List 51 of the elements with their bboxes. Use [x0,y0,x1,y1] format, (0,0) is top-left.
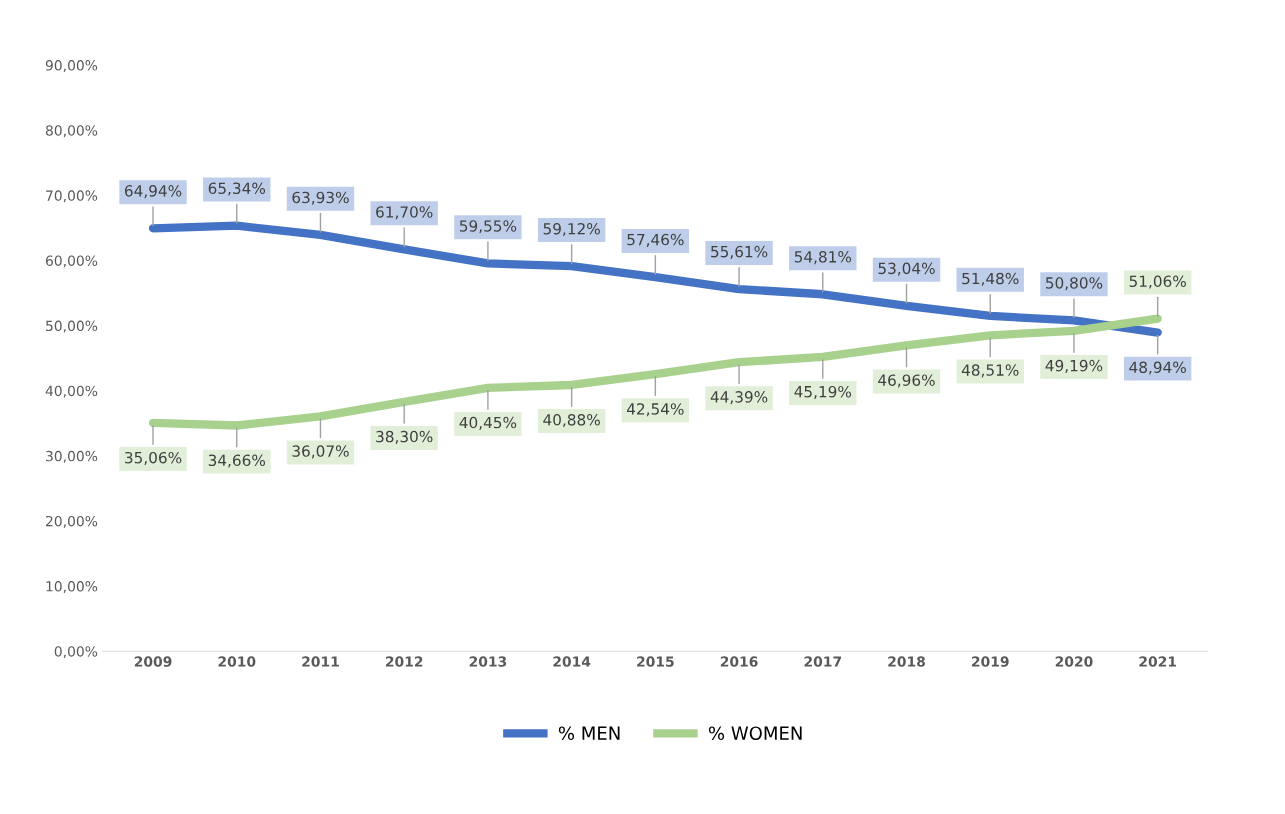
y-tick-label: 50,00% [46,320,98,333]
x-tick-label: 2013 [469,656,507,667]
data-label: 59,12% [543,222,600,237]
data-label: 40,45% [459,416,517,430]
x-tick-label: 2010 [218,656,256,667]
data-label: 64,94% [124,185,182,199]
y-tick-label: 20,00% [46,515,98,528]
y-tick-label: 90,00% [45,60,98,73]
data-label: 44,39% [710,391,768,405]
y-tick-label: 70,00% [46,190,98,203]
data-label: 61,70% [376,206,433,220]
y-tick-label: 60,00% [45,255,98,268]
x-tick-label: 2016 [720,656,758,667]
data-label: 51,48% [962,272,1019,286]
legend-label: % MEN [558,726,620,741]
data-label: 48,94% [1129,361,1186,375]
data-label: 50,80% [1046,277,1103,291]
data-label: 57,46% [627,233,684,247]
y-tick-label: 0,00% [54,646,98,659]
x-tick-label: 2017 [804,656,842,667]
data-label: 53,04% [878,262,935,276]
y-tick-label: 30,00% [46,450,98,463]
data-label: 54,81% [794,251,852,265]
data-label: 42,54% [626,403,684,417]
data-label: 45,19% [794,385,852,400]
x-tick-label: 2019 [972,656,1009,667]
data-label: 34,66% [208,454,266,468]
x-tick-label: 2018 [888,656,925,667]
data-label: 40,88% [543,413,600,428]
x-tick-label: 2020 [1055,656,1093,667]
data-label: 59,55% [459,220,517,234]
data-label: 48,51% [961,364,1019,378]
data-label: 46,96% [878,374,935,388]
legend-label: % WOMEN [708,726,802,741]
data-label: 51,06% [1129,275,1186,289]
x-tick-label: 2009 [134,656,172,667]
x-tick-label: 2011 [302,656,339,667]
data-label: 36,07% [292,445,349,459]
x-tick-label: 2015 [637,656,674,667]
data-label: 65,34% [208,182,266,196]
data-label: 35,06% [125,451,182,465]
data-label: 55,61% [711,245,768,259]
data-label: 63,93% [292,191,349,205]
y-tick-label: 80,00% [45,125,98,138]
y-tick-label: 10,00% [46,581,98,593]
y-tick-label: 40,00% [45,385,98,398]
x-tick-label: 2014 [553,656,591,667]
data-label: 38,30% [376,430,433,444]
x-tick-label: 2021 [1139,656,1177,667]
x-tick-label: 2012 [385,656,423,667]
data-label: 49,19% [1045,359,1103,373]
